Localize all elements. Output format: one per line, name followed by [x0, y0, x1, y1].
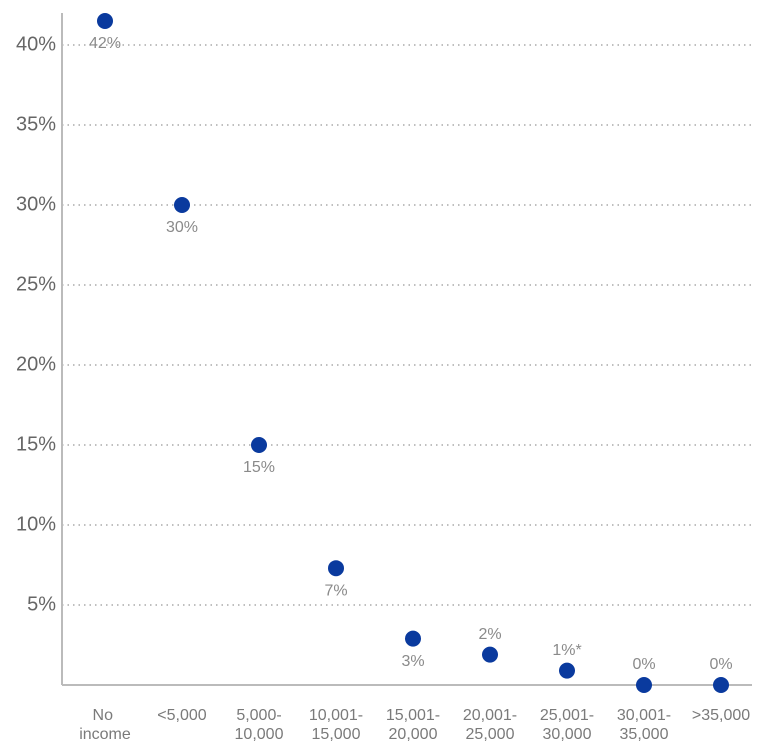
y-tick-label: 25%	[16, 273, 56, 295]
dot	[636, 677, 652, 693]
value-label: 2%	[478, 626, 501, 643]
x-tick-label: 15,001-20,000	[386, 707, 440, 743]
dot	[97, 13, 113, 29]
value-label: 15%	[243, 459, 275, 476]
x-tick-label: 20,001-25,000	[463, 707, 517, 743]
y-tick-label: 5%	[27, 593, 56, 615]
value-label: 1%*	[552, 642, 581, 659]
x-tick-label: 30,001-35,000	[617, 707, 671, 743]
value-label: 42%	[89, 35, 121, 52]
y-tick-label: 35%	[16, 113, 56, 135]
dot	[559, 662, 575, 679]
dot	[251, 437, 267, 453]
value-label: 7%	[324, 582, 347, 599]
dot	[328, 560, 344, 577]
value-label: 3%	[401, 653, 424, 670]
x-tick-label: 10,001-15,000	[309, 707, 363, 743]
y-tick-label: 40%	[16, 33, 56, 55]
dot	[174, 197, 190, 213]
value-label: 0%	[632, 656, 655, 673]
x-tick-label: No income	[79, 707, 131, 743]
dot	[405, 630, 421, 647]
x-tick-label: >35,000	[692, 707, 750, 724]
y-tick-label: 30%	[16, 193, 56, 215]
x-tick-label: <5,000	[157, 707, 206, 724]
y-tick-label: 10%	[16, 513, 56, 535]
y-tick-label: 15%	[16, 433, 56, 455]
value-label: 30%	[166, 219, 198, 236]
dot	[482, 646, 498, 663]
x-tick-label: 25,001-30,000	[540, 707, 594, 743]
x-tick-label: 5,000-10,000	[235, 707, 284, 743]
dot	[713, 677, 729, 693]
y-tick-label: 20%	[16, 353, 56, 375]
value-label: 0%	[709, 656, 732, 673]
